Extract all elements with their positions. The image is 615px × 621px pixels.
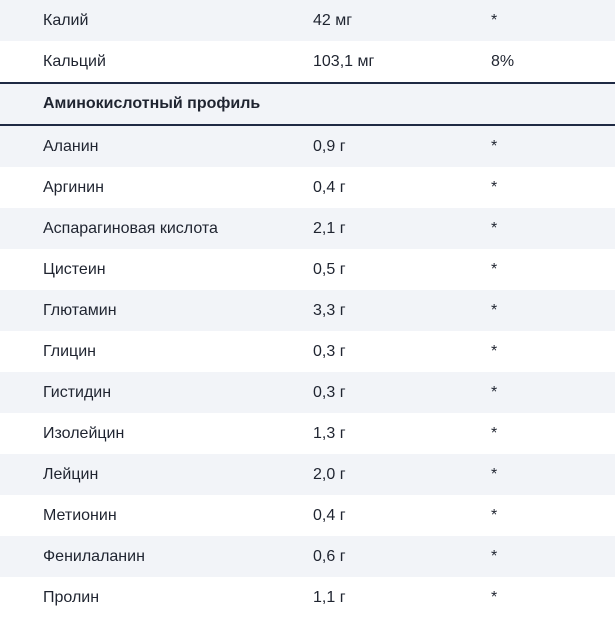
nutrient-name: Калий	[43, 11, 89, 29]
nutrient-amount: 0,6 г	[313, 547, 346, 565]
nutrient-amount: 103,1 мг	[313, 52, 375, 70]
table-row: Фенилаланин 0,6 г *	[0, 536, 615, 577]
table-row: Метионин 0,4 г *	[0, 495, 615, 536]
section-title: Аминокислотный профиль	[43, 95, 261, 112]
nutrient-name: Глютамин	[43, 301, 117, 319]
nutrient-daily-value: *	[491, 424, 498, 442]
nutrient-name: Пролин	[43, 588, 100, 606]
nutrient-name: Кальций	[43, 52, 106, 70]
nutrient-daily-value: *	[491, 301, 498, 319]
nutrient-daily-value: *	[491, 383, 498, 401]
table-row: Глицин 0,3 г *	[0, 331, 615, 372]
nutrient-daily-value: *	[491, 219, 498, 237]
table-row: Аланин 0,9 г *	[0, 126, 615, 167]
nutrient-daily-value: *	[491, 178, 498, 196]
nutrient-amount: 2,1 г	[313, 219, 346, 237]
nutrient-daily-value: *	[491, 11, 498, 29]
nutrient-amount: 0,3 г	[313, 342, 346, 360]
nutrient-daily-value: *	[491, 547, 498, 565]
table-row: Лейцин 2,0 г *	[0, 454, 615, 495]
nutrient-name: Аргинин	[43, 178, 104, 196]
table-row: Аспарагиновая кислота 2,1 г *	[0, 208, 615, 249]
nutrient-name: Изолейцин	[43, 424, 125, 442]
nutrient-daily-value: *	[491, 260, 498, 278]
nutrient-name: Цистеин	[43, 260, 106, 278]
table-row: Цистеин 0,5 г *	[0, 249, 615, 290]
table-row: Калий 42 мг *	[0, 0, 615, 41]
nutrient-amount: 42 мг	[313, 11, 353, 29]
nutrient-daily-value: *	[491, 588, 498, 606]
nutrient-amount: 0,4 г	[313, 506, 346, 524]
nutrient-amount: 0,4 г	[313, 178, 346, 196]
nutrient-name: Метионин	[43, 506, 117, 524]
nutrient-amount: 0,5 г	[313, 260, 346, 278]
nutrient-name: Аспарагиновая кислота	[43, 219, 218, 237]
nutrient-daily-value: *	[491, 465, 498, 483]
nutrient-name: Лейцин	[43, 465, 99, 483]
nutrient-daily-value: 8%	[491, 52, 515, 70]
nutrient-amount: 1,3 г	[313, 424, 346, 442]
table-row: Глютамин 3,3 г *	[0, 290, 615, 331]
table-row: Пролин 1,1 г *	[0, 577, 615, 618]
nutrient-daily-value: *	[491, 506, 498, 524]
table-row: Гистидин 0,3 г *	[0, 372, 615, 413]
nutrient-name: Фенилаланин	[43, 547, 145, 565]
nutrient-name: Гистидин	[43, 383, 112, 401]
nutrient-amount: 3,3 г	[313, 301, 346, 319]
nutrient-daily-value: *	[491, 342, 498, 360]
nutrient-name: Глицин	[43, 342, 96, 360]
nutrient-name: Аланин	[43, 137, 99, 155]
section-header: Аминокислотный профиль	[0, 82, 615, 126]
nutrient-amount: 2,0 г	[313, 465, 346, 483]
table-row: Кальций 103,1 мг 8%	[0, 41, 615, 82]
table-row: Аргинин 0,4 г *	[0, 167, 615, 208]
nutrient-amount: 1,1 г	[313, 588, 346, 606]
nutrient-daily-value: *	[491, 137, 498, 155]
nutrient-amount: 0,9 г	[313, 137, 346, 155]
nutrient-amount: 0,3 г	[313, 383, 346, 401]
table-row: Изолейцин 1,3 г *	[0, 413, 615, 454]
